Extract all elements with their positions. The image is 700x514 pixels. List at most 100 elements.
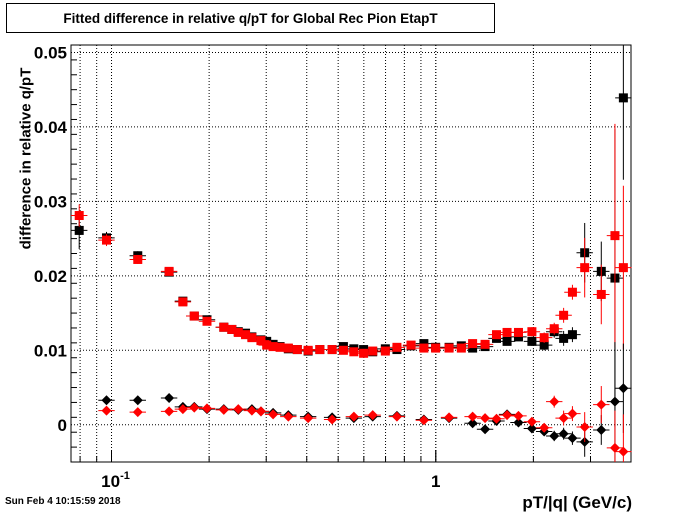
data-point-square bbox=[444, 343, 454, 353]
data-point-diamond bbox=[255, 406, 266, 417]
data-point-square bbox=[219, 322, 229, 332]
data-point-diamond bbox=[467, 418, 478, 429]
data-point-diamond bbox=[567, 433, 578, 444]
data-point-square bbox=[202, 316, 212, 326]
data-point-square bbox=[567, 330, 577, 340]
y-tick-label: 0.04 bbox=[34, 118, 68, 137]
data-point-square bbox=[292, 345, 302, 355]
data-point-diamond bbox=[558, 428, 569, 439]
data-point-diamond bbox=[467, 411, 478, 422]
data-point-diamond bbox=[101, 405, 112, 416]
data-point-diamond bbox=[391, 411, 402, 422]
data-point-diamond bbox=[201, 403, 212, 414]
data-point-diamond bbox=[303, 413, 314, 424]
data-point-square bbox=[256, 336, 266, 346]
data-point-diamond bbox=[480, 424, 491, 435]
data-point-diamond bbox=[132, 407, 143, 418]
data-point-square bbox=[164, 266, 174, 276]
data-point-diamond bbox=[132, 395, 143, 406]
y-tick-label: 0.03 bbox=[34, 192, 67, 211]
data-point-diamond bbox=[618, 383, 629, 394]
data-point-square bbox=[456, 343, 466, 353]
data-point-diamond bbox=[567, 408, 578, 419]
data-point-diamond bbox=[596, 424, 607, 435]
chart-title: Fitted difference in relative q/pT for G… bbox=[6, 3, 495, 33]
data-point-square bbox=[247, 333, 257, 343]
data-point-diamond bbox=[526, 423, 537, 434]
data-point-diamond bbox=[618, 446, 629, 457]
data-point-square bbox=[233, 327, 243, 337]
data-point-square bbox=[549, 324, 559, 334]
data-point-diamond bbox=[609, 396, 620, 407]
x-tick-label: 10-1 bbox=[101, 470, 130, 491]
data-point-diamond bbox=[444, 412, 455, 423]
data-point-square bbox=[227, 324, 237, 334]
data-point-diamond bbox=[164, 392, 175, 403]
data-point-square bbox=[283, 343, 293, 353]
data-point-square bbox=[596, 289, 606, 299]
data-point-diamond bbox=[549, 430, 560, 441]
data-point-square bbox=[559, 310, 569, 320]
data-point-square bbox=[419, 343, 429, 353]
data-point-diamond bbox=[513, 417, 524, 428]
data-point-square bbox=[327, 345, 337, 355]
data-point-square bbox=[392, 342, 402, 352]
data-point-square bbox=[74, 211, 84, 221]
data-point-square bbox=[349, 347, 359, 357]
data-point-diamond bbox=[327, 414, 338, 425]
data-point-square bbox=[468, 339, 478, 349]
data-point-square bbox=[480, 339, 490, 349]
timestamp: Sun Feb 4 10:15:59 2018 bbox=[5, 496, 121, 507]
data-point-square bbox=[101, 235, 111, 245]
x-tick-label: 1 bbox=[431, 472, 440, 491]
data-point-diamond bbox=[502, 410, 513, 421]
data-point-diamond bbox=[491, 413, 502, 424]
data-point-square bbox=[502, 327, 512, 337]
data-point-diamond bbox=[218, 404, 229, 415]
data-point-square bbox=[275, 342, 285, 352]
data-point-diamond bbox=[164, 406, 175, 417]
data-point-square bbox=[527, 336, 537, 346]
data-point-square bbox=[431, 343, 441, 353]
data-point-diamond bbox=[549, 396, 560, 407]
y-axis-label: difference in relative q/pT bbox=[17, 67, 35, 250]
data-point-square bbox=[567, 287, 577, 297]
data-point-square bbox=[74, 225, 84, 235]
data-point-diamond bbox=[189, 402, 200, 413]
data-point-square bbox=[539, 333, 549, 343]
data-point-diamond bbox=[268, 409, 279, 420]
data-point-square bbox=[133, 254, 143, 264]
data-point-diamond bbox=[526, 416, 537, 427]
plot-frame bbox=[70, 44, 632, 463]
data-point-square bbox=[539, 340, 549, 350]
data-point-diamond bbox=[233, 404, 244, 415]
data-point-square bbox=[315, 345, 325, 355]
y-tick-label: 0 bbox=[58, 416, 67, 435]
data-point-square bbox=[502, 336, 512, 346]
data-point-square bbox=[618, 93, 628, 103]
data-point-square bbox=[268, 342, 278, 352]
data-point-square bbox=[178, 297, 188, 307]
data-point-square bbox=[338, 345, 348, 355]
y-tick-label: 0.01 bbox=[34, 341, 67, 360]
data-point-diamond bbox=[418, 415, 429, 426]
data-point-diamond bbox=[609, 442, 620, 453]
data-point-diamond bbox=[579, 422, 590, 433]
y-tick-label: 0.02 bbox=[34, 267, 67, 286]
data-point-diamond bbox=[539, 422, 550, 433]
data-point-diamond bbox=[558, 413, 569, 424]
data-point-square bbox=[618, 263, 628, 273]
x-axis-label: pT/|q| (GeV/c) bbox=[522, 493, 632, 512]
data-point-diamond bbox=[513, 410, 524, 421]
data-point-square bbox=[368, 346, 378, 356]
data-point-square bbox=[527, 327, 537, 337]
data-point-square bbox=[189, 311, 199, 321]
data-point-diamond bbox=[348, 411, 359, 422]
data-point-diamond bbox=[596, 399, 607, 410]
data-point-diamond bbox=[480, 413, 491, 424]
data-point-square bbox=[380, 346, 390, 356]
data-point-square bbox=[303, 345, 313, 355]
data-point-diamond bbox=[367, 410, 378, 421]
data-point-diamond bbox=[177, 404, 188, 415]
